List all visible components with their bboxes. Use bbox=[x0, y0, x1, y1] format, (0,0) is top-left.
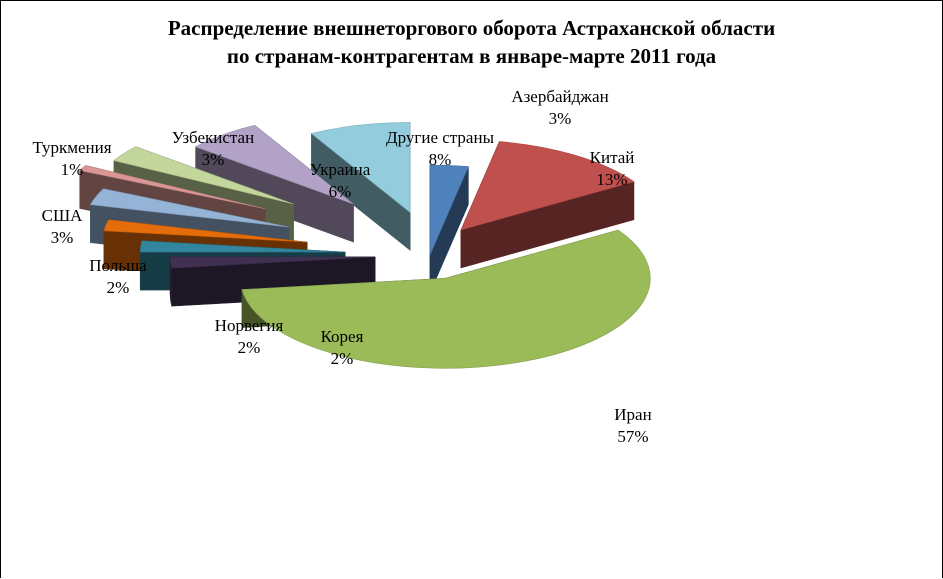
slice-label-11: Другие страны 8% bbox=[386, 128, 495, 169]
slice-label-name: Корея bbox=[321, 327, 364, 346]
slice-label-name: Польша bbox=[89, 256, 147, 275]
slice-label-name: Туркмения bbox=[32, 138, 111, 157]
slice-label-1: Азербайджан 3% bbox=[511, 87, 608, 128]
slice-label-7: США 3% bbox=[42, 206, 83, 247]
slice-label-name: Украина bbox=[310, 160, 371, 179]
slice-label-3: Иран 57% bbox=[614, 405, 651, 446]
pie-slice-2 bbox=[460, 141, 635, 269]
chart-title: Распределение внешнеторгового оборота Ас… bbox=[0, 14, 943, 70]
slice-label-2: Китай 13% bbox=[590, 148, 635, 189]
slice-label-name: Китай bbox=[590, 148, 635, 167]
slice-label-10: Украина 6% bbox=[310, 160, 371, 201]
slice-label-value: 1% bbox=[61, 160, 84, 179]
slice-label-name: США bbox=[42, 206, 83, 225]
slice-label-value: 2% bbox=[107, 278, 130, 297]
slice-label-name: Азербайджан bbox=[511, 87, 608, 106]
pie-slice-1 bbox=[429, 164, 469, 294]
slice-label-9: Узбекистан 3% bbox=[172, 128, 254, 169]
slice-label-value: 3% bbox=[549, 109, 572, 128]
slice-label-value: 57% bbox=[617, 427, 648, 446]
slice-label-4: Корея 2% bbox=[321, 327, 364, 368]
slice-label-value: 2% bbox=[331, 349, 354, 368]
slice-label-name: Другие страны bbox=[386, 128, 495, 147]
pie-labels: Азербайджан 3%Китай 13%Иран 57%Корея 2%Норве… bbox=[32, 87, 651, 446]
pie-slice-3 bbox=[241, 229, 651, 369]
slice-label-8: Туркмения 1% bbox=[32, 138, 111, 179]
slice-label-5: Норвегия 2% bbox=[215, 316, 284, 357]
slice-label-name: Иран bbox=[614, 405, 651, 424]
pie-slices bbox=[79, 122, 651, 369]
chart-title-line-2: по странам-контрагентам в январе-марте 2… bbox=[226, 44, 717, 68]
slice-label-value: 2% bbox=[238, 338, 261, 357]
slice-label-value: 3% bbox=[202, 150, 225, 169]
slice-label-value: 3% bbox=[51, 228, 74, 247]
slice-label-name: Норвегия bbox=[215, 316, 284, 335]
slice-label-value: 8% bbox=[429, 150, 452, 169]
slice-label-value: 13% bbox=[596, 170, 627, 189]
slice-label-value: 6% bbox=[329, 182, 352, 201]
slice-label-6: Польша 2% bbox=[89, 256, 147, 297]
slice-label-name: Узбекистан bbox=[172, 128, 254, 147]
chart-title-line-1: Распределение внешнеторгового оборота Ас… bbox=[167, 16, 776, 40]
